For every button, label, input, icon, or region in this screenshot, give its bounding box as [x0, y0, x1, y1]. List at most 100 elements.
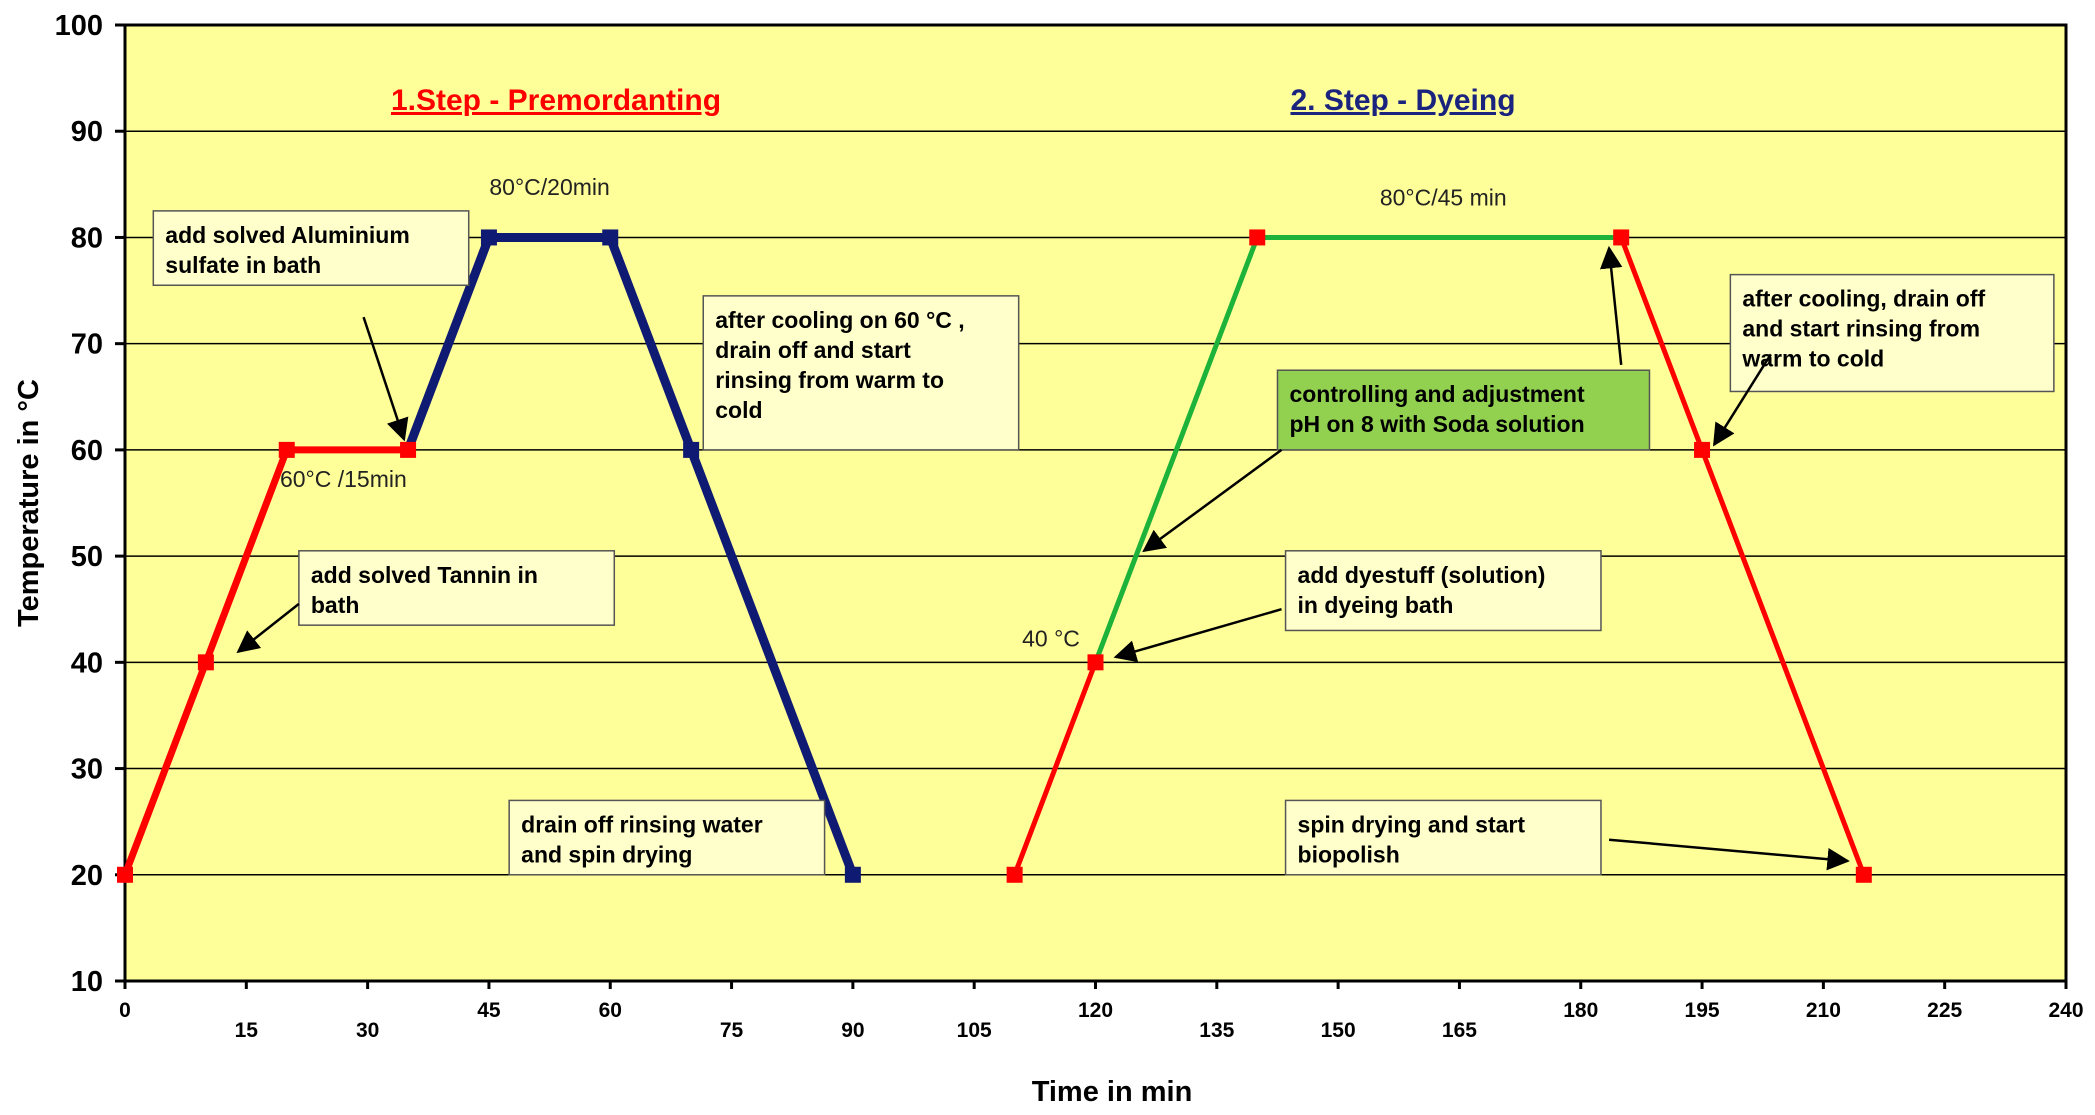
y-tick-label: 70	[71, 329, 103, 361]
annotation-text: drain off and start	[715, 337, 911, 363]
annotation-text: cold	[715, 397, 762, 423]
annotation-text: add solved Aluminium	[165, 222, 410, 248]
step-title: 2. Step - Dyeing	[1290, 84, 1515, 117]
series-segment	[605, 232, 696, 455]
annotation-arrow	[236, 602, 300, 654]
x-tick-label: 210	[1806, 999, 1841, 1022]
data-point-marker	[197, 654, 214, 671]
y-tick-label: 90	[71, 116, 103, 148]
annotation-text: rinsing from warm to	[715, 367, 944, 393]
annotation-text: after cooling, drain off	[1742, 286, 1985, 312]
series-segment	[121, 658, 210, 879]
data-point-marker	[1694, 441, 1711, 458]
x-tick-label: 0	[119, 999, 131, 1022]
series-segment	[202, 446, 291, 666]
annotation-arrow	[1608, 838, 1850, 871]
x-tick-label: 30	[356, 1019, 379, 1042]
data-point-marker	[1249, 229, 1266, 246]
annotation-text: warm to cold	[1741, 346, 1884, 372]
series-segment	[1093, 234, 1260, 665]
annotation-text: and spin drying	[521, 841, 692, 867]
series-segment	[1699, 447, 1867, 878]
y-tick-labels: 10 20 30 40 50 60 70 80 90 100	[55, 10, 103, 998]
annotation-arrow	[362, 316, 409, 442]
annotation-box	[298, 550, 616, 626]
data-point-marker	[1087, 654, 1104, 671]
annotation-arrow	[1712, 353, 1772, 447]
plot-area	[123, 23, 2068, 983]
annotation-text: biopolish	[1298, 841, 1400, 867]
x-tick-label: 90	[841, 1019, 864, 1042]
y-axis-label: Temperature in °C	[13, 379, 45, 627]
annotation-text: controlling and adjustment	[1289, 381, 1585, 407]
annotation-text: and start rinsing from	[1742, 316, 1980, 342]
annotation-text: pH on 8 with Soda solution	[1289, 411, 1584, 437]
point-label: 40 °C	[1022, 625, 1080, 651]
x-tick-labels: 0 15 30 45 60 75 90 105 120 135 150 165 180 195 210 225…	[119, 999, 2083, 1042]
annotations: add solved Aluminium sulfate in bath add s…	[152, 210, 2055, 876]
annotation-text: add solved Tannin in	[311, 562, 538, 588]
x-tick-label: 165	[1442, 1019, 1477, 1042]
y-tick-label: 100	[55, 10, 103, 42]
data-point-marker	[117, 866, 133, 883]
x-tick-label: 75	[720, 1019, 744, 1042]
x-tick-label: 60	[599, 999, 622, 1022]
x-tick-label: 45	[477, 999, 501, 1022]
y-tick-label: 50	[71, 541, 103, 573]
data-point-marker	[1006, 866, 1023, 883]
y-tick-label: 80	[71, 222, 103, 254]
data-point-marker	[400, 441, 417, 458]
annotation-arrow	[1599, 245, 1623, 366]
x-tick-label: 240	[2048, 999, 2083, 1022]
x-tick-label: 105	[957, 1019, 992, 1042]
annotation-text: sulfate in bath	[165, 252, 321, 278]
step-title: 1.Step - Premordanting	[391, 84, 721, 117]
y-tick-label: 30	[71, 754, 103, 786]
x-tick-label: 135	[1199, 1019, 1234, 1042]
data-point-marker	[278, 441, 295, 458]
annotation-text: drain off rinsing water	[521, 811, 763, 837]
point-label: 60°C /15min	[280, 466, 407, 492]
annotation-box	[1284, 550, 1602, 632]
annotation-box	[702, 295, 1020, 451]
data-point-marker	[480, 229, 497, 246]
data-point-marker	[602, 229, 619, 246]
series-lines	[121, 232, 1867, 880]
step-titles: 1.Step - Premordanting 2. Step - Dyeing	[391, 84, 1516, 117]
point-labels: 80°C/20min 60°C /15min 80°C/45 min 40 °C	[280, 174, 1507, 651]
annotation-text: add dyestuff (solution)	[1298, 562, 1546, 588]
data-point-marker	[683, 441, 700, 458]
x-tick-label: 15	[235, 1019, 259, 1042]
series-segment	[686, 445, 858, 880]
data-point-marker	[1855, 866, 1872, 883]
x-tick-label: 120	[1078, 999, 1113, 1022]
x-tick-label: 195	[1685, 999, 1720, 1022]
x-tick-label: 150	[1321, 1019, 1356, 1042]
y-tick-label: 40	[71, 647, 103, 679]
y-tick-label: 20	[71, 860, 103, 892]
x-tick-label: 225	[1927, 999, 1962, 1022]
data-point-marker	[844, 866, 861, 883]
x-axis-label: Time in min	[1032, 1076, 1193, 1108]
annotation-text: bath	[311, 592, 360, 618]
series-segment	[1618, 234, 1705, 453]
data-markers	[117, 229, 1872, 883]
annotation-text: in dyeing bath	[1298, 592, 1454, 618]
annotation-box	[152, 210, 470, 286]
annotation-text: spin drying and start	[1298, 811, 1526, 837]
annotation-box	[508, 799, 826, 876]
annotation-box	[1276, 369, 1651, 451]
annotation-box	[1284, 799, 1602, 876]
annotation-arrow	[1113, 608, 1282, 663]
point-label: 80°C/45 min	[1380, 185, 1507, 211]
y-tick-label: 60	[71, 435, 103, 467]
point-label: 80°C/20min	[489, 174, 609, 200]
annotation-box	[1729, 273, 2055, 393]
annotation-arrow	[1142, 448, 1283, 553]
x-tick-label: 180	[1563, 999, 1598, 1022]
annotation-text: after cooling on 60 °C ,	[715, 307, 964, 333]
y-tick-label: 10	[71, 966, 103, 998]
series-segment	[403, 232, 494, 455]
